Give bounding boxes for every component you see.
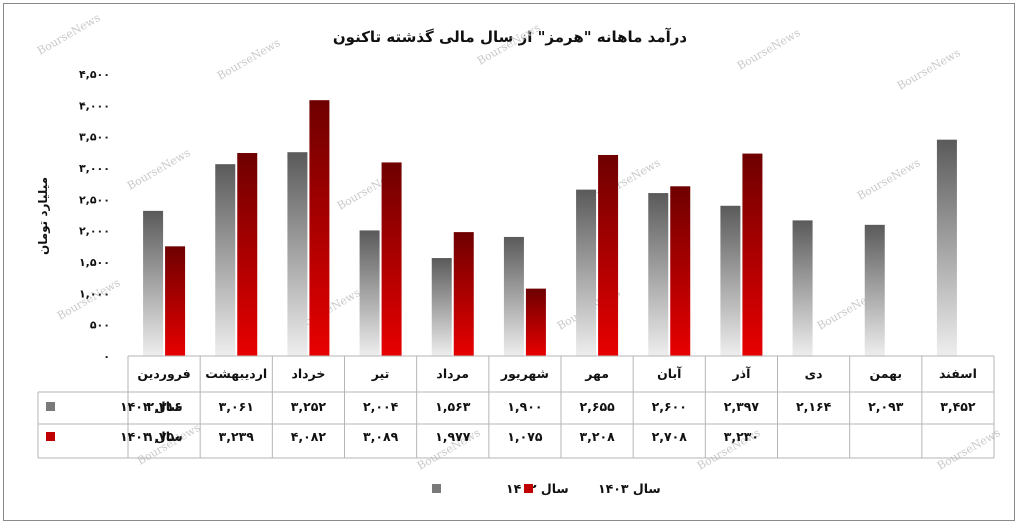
watermark-text: BourseNews [125,146,193,193]
y-tick-label: ۳,۰۰۰ [79,162,110,175]
data-label-1403: ۳,۲۰۸ [579,429,615,444]
data-label-1402: ۱,۹۰۰ [507,399,542,414]
data-label-1403: ۳,۲۳۰ [724,429,759,444]
x-category-label: اسفند [939,366,977,381]
y-tick-label: ۰ [103,350,110,363]
data-label-1402: ۲,۶۵۵ [579,399,615,414]
x-category-label: مهر [584,366,609,381]
data-label-1402: ۳,۴۵۲ [940,399,976,414]
chart-title: درآمد ماهانه "هرمز" از سال مالی گذشته تا… [333,28,688,46]
data-label-1403: ۱,۰۷۵ [507,429,543,444]
legend-label-1402: سال ۱۴۰۲ [506,481,569,496]
data-label-1403: ۲,۷۰۸ [652,429,688,444]
x-category-label: دی [805,366,823,381]
data-label-1402: ۲,۰۰۴ [363,399,399,414]
data-label-1402: ۱,۵۶۳ [435,399,471,414]
watermark-text: BourseNews [215,36,283,83]
x-category-label: اردیبهشت [205,366,267,381]
y-axis-label: میلیارد تومان [36,177,51,255]
bar-1403 [381,162,402,356]
table-legend-key-1403 [46,432,55,441]
bar-1402 [287,152,308,356]
legend-key-1402 [432,484,441,493]
x-category-label: تیر [371,366,390,381]
bar-1402 [215,164,236,356]
y-tick-label: ۴,۵۰۰ [79,68,110,81]
legend-label-1403: سال ۱۴۰۳ [598,481,661,496]
data-label-1403: ۴,۰۸۲ [291,429,327,444]
bar-1402 [936,139,957,356]
watermark-text: BourseNews [895,46,963,93]
x-category-label: آذر [731,366,751,381]
bar-1402 [503,236,524,356]
y-tick-label: ۵۰۰ [90,319,110,332]
watermark-text: BourseNews [735,26,803,73]
bar-1402 [792,220,813,356]
data-label-1403: ۳,۲۳۹ [219,429,255,444]
bar-1403 [598,154,619,356]
bar-1402 [648,193,669,356]
data-label-1402: ۳,۲۵۲ [291,399,327,414]
data-label-1402: ۲,۶۰۰ [652,399,687,414]
bar-1403 [237,153,258,356]
y-tick-label: ۲,۰۰۰ [79,225,110,238]
data-label-1403: ۱,۹۷۷ [435,429,471,444]
y-tick-label: ۴,۰۰۰ [79,99,110,112]
bar-1402 [143,210,164,356]
y-tick-label: ۱,۰۰۰ [79,287,110,300]
table-row-header: سال ۱۴۰۲ [120,399,183,414]
y-tick-label: ۲,۵۰۰ [79,193,110,206]
table-legend-key-1402 [46,402,55,411]
x-category-label: مرداد [436,366,469,381]
watermark-text: BourseNews [35,11,103,58]
bar-1402 [864,224,885,356]
x-category-label: بهمن [869,366,902,381]
bar-1403 [670,186,691,356]
legend-key-1403 [524,484,533,493]
data-label-1402: ۲,۰۹۳ [868,399,904,414]
bar-1402 [431,258,452,356]
watermark-text: BourseNews [935,426,1003,473]
y-tick-label: ۱,۵۰۰ [79,256,110,269]
bar-1403 [453,232,474,356]
bar-1403 [742,153,763,356]
data-label-1403: ۱,۷۵۰ [146,429,181,444]
data-label-1402: ۲,۳۹۷ [724,399,760,414]
data-label-1402: ۲,۳۱۶ [146,399,181,414]
bar-1402 [720,205,741,356]
bar-1403 [165,246,186,356]
watermark-text: BourseNews [135,421,203,468]
bar-1403 [525,288,546,356]
y-tick-label: ۳,۵۰۰ [79,131,110,144]
table-row-header: سال ۱۴۰۳ [120,429,183,444]
bar-1402 [576,189,597,356]
x-category-label: خرداد [291,366,325,381]
bar-1402 [359,230,380,356]
data-label-1402: ۳,۰۶۱ [219,399,254,414]
watermark-text: BourseNews [855,156,923,203]
bar-1403 [309,100,330,356]
x-category-label: آبان [657,366,682,381]
data-label-1402: ۲,۱۶۴ [796,399,832,414]
x-category-label: فروردین [137,366,190,381]
x-category-label: شهریور [500,366,549,381]
data-label-1403: ۳,۰۸۹ [363,429,399,444]
